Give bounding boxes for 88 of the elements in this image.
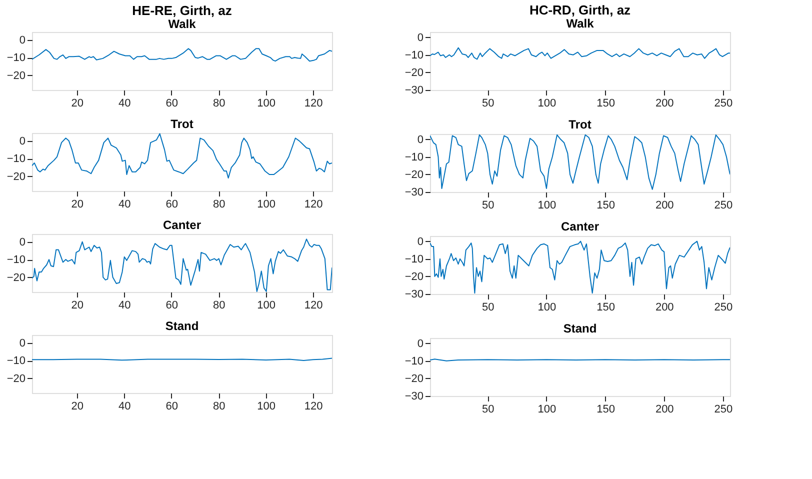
x-tick-label: 80	[212, 400, 226, 412]
chart-title: HC-RD, Girth, az	[529, 2, 632, 18]
line-series	[32, 238, 332, 292]
y-tick-label: −20	[404, 168, 424, 181]
x-tick-label: 40	[118, 98, 131, 110]
x-tick-label: 100	[257, 98, 276, 110]
y-tick-label: −10	[6, 52, 26, 64]
x-tick-label: 60	[166, 300, 178, 312]
x-tick-label: 50	[482, 404, 494, 416]
x-tick-label: 20	[71, 300, 84, 312]
x-tick-label: 100	[257, 198, 276, 210]
line-series	[32, 133, 332, 179]
x-tick-label: 120	[304, 98, 323, 110]
x-tick-label: 100	[538, 404, 556, 416]
x-tick-label: 20	[71, 198, 84, 210]
y-tick-label: −10	[404, 49, 424, 62]
y-tick-label: −10	[6, 254, 26, 266]
y-tick-label: 0	[19, 236, 26, 248]
x-tick-label: 40	[118, 400, 131, 412]
x-tick-label: 100	[538, 302, 556, 314]
x-tick-label: 250	[714, 302, 733, 314]
y-tick-label: −20	[6, 272, 26, 284]
x-tick-label: 200	[655, 200, 674, 212]
x-tick-label: 60	[166, 400, 178, 412]
line-series	[430, 240, 730, 294]
x-tick-label: 150	[596, 98, 615, 110]
chart-subtitle: Walk	[566, 16, 594, 30]
chart-title: HE-RE, Girth, az	[132, 3, 232, 18]
x-tick-label: 60	[166, 98, 178, 110]
x-tick-label: 250	[714, 404, 733, 416]
y-tick-label: −20	[6, 372, 26, 385]
x-tick-label: 150	[596, 200, 615, 212]
x-tick-label: 150	[596, 302, 615, 314]
y-tick-label: −20	[404, 372, 424, 385]
x-tick-label: 120	[304, 198, 323, 210]
x-tick-label: 20	[71, 98, 84, 110]
x-tick-label: 80	[212, 198, 226, 210]
line-series	[32, 48, 332, 62]
x-tick-label: 40	[118, 300, 131, 312]
y-tick-label: −20	[6, 70, 26, 82]
y-tick-label: −10	[404, 151, 424, 164]
x-tick-label: 100	[257, 300, 276, 312]
y-tick-label: 0	[417, 236, 424, 248]
x-tick-label: 120	[304, 300, 323, 312]
chart-title: Canter	[162, 218, 202, 232]
x-tick-label: 50	[482, 98, 494, 110]
y-tick-label: −30	[404, 84, 424, 96]
line-series	[430, 47, 730, 60]
x-tick-label: 150	[596, 404, 615, 416]
y-tick-label: 0	[417, 134, 424, 146]
y-tick-label: −10	[404, 355, 424, 368]
y-tick-label: −20	[6, 170, 26, 183]
chart-title: Stand	[165, 319, 199, 333]
y-tick-label: 0	[19, 135, 26, 148]
chart-title: Trot	[170, 117, 194, 131]
y-tick-label: −30	[404, 288, 424, 300]
y-tick-label: −30	[404, 390, 424, 402]
x-tick-label: 100	[538, 200, 556, 212]
y-tick-label: −30	[404, 186, 424, 198]
x-tick-label: 200	[655, 302, 674, 314]
y-tick-label: 0	[19, 34, 26, 46]
chart-title: Stand	[563, 321, 597, 336]
x-tick-label: 120	[304, 400, 323, 412]
x-tick-label: 80	[212, 98, 226, 110]
x-tick-label: 100	[538, 98, 556, 110]
x-tick-label: 60	[166, 198, 178, 210]
x-tick-label: 200	[655, 98, 674, 110]
y-tick-label: −10	[404, 253, 424, 266]
x-tick-label: 100	[257, 400, 276, 412]
x-tick-label: 80	[212, 300, 226, 312]
line-series	[430, 134, 730, 190]
x-tick-label: 50	[482, 200, 494, 212]
x-tick-label: 250	[714, 98, 733, 110]
chart-title: Canter	[560, 219, 600, 234]
y-tick-label: 0	[417, 338, 424, 350]
y-tick-label: −10	[6, 355, 26, 368]
x-tick-label: 20	[71, 400, 84, 412]
chart-title: Trot	[568, 117, 592, 132]
y-tick-label: −20	[404, 270, 424, 283]
y-tick-label: 0	[417, 32, 424, 44]
y-tick-label: −10	[6, 153, 26, 166]
x-tick-label: 40	[118, 198, 131, 210]
x-tick-label: 250	[714, 200, 733, 212]
chart-subtitle: Walk	[168, 17, 196, 31]
x-tick-label: 50	[482, 302, 494, 314]
y-tick-label: 0	[19, 337, 26, 350]
x-tick-label: 200	[655, 404, 674, 416]
y-tick-label: −20	[404, 66, 424, 79]
